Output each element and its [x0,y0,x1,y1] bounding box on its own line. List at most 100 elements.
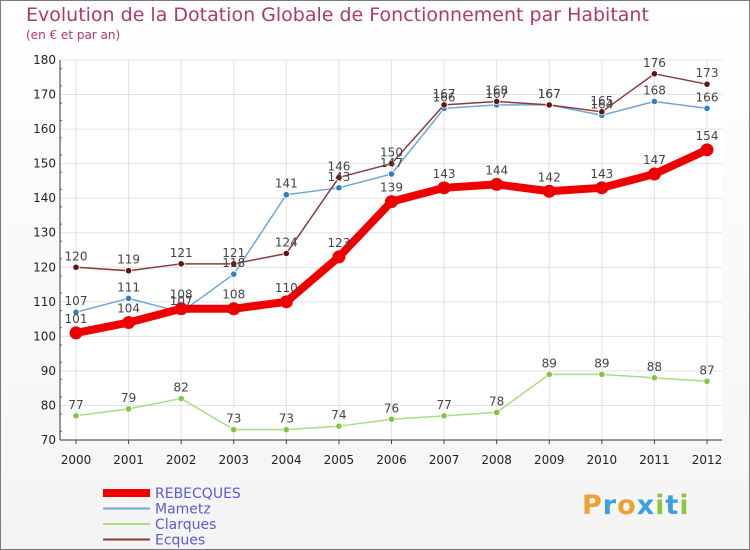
data-label-ecques: 121 [170,246,193,260]
y-tick-label: 70 [41,433,56,447]
data-label-mametz: 111 [117,280,140,294]
y-tick-label: 150 [33,157,56,171]
data-label-ecques: 119 [117,253,140,267]
data-point-mametz [124,294,133,302]
data-label-clarques: 88 [647,360,662,374]
data-label-rebecques: 123 [327,236,350,250]
logo-letter: i [679,490,690,521]
data-label-clarques: 77 [436,398,451,412]
data-label-ecques: 176 [643,56,666,70]
data-label-ecques: 150 [380,146,403,160]
data-point-mametz [335,184,343,192]
data-point-rebecques [595,181,609,195]
data-point-mametz [282,191,290,199]
x-tick-label: 2001 [113,453,144,467]
data-label-clarques: 89 [594,356,609,370]
data-label-mametz: 143 [327,170,350,184]
data-label-ecques: 173 [696,66,719,80]
x-tick-label: 2002 [166,453,197,467]
data-label-ecques: 167 [433,87,456,101]
data-point-rebecques [647,167,661,181]
y-tick-label: 130 [33,226,56,240]
y-tick-label: 80 [41,398,56,412]
data-point-mametz [387,170,396,178]
data-point-clarques [598,370,606,378]
data-point-rebecques [122,316,136,330]
data-point-rebecques [69,326,83,340]
axis-layer: 70 80 90 100 110 120 130 140 150 160 170 180 2000 200… [33,53,722,467]
data-point-rebecques [700,143,714,157]
x-tick-label: 2005 [324,453,355,467]
data-label-ecques: 146 [327,159,350,173]
data-point-rebecques [332,250,346,264]
legend-label-rebecques: REBECQUES [155,486,241,502]
data-label-mametz: 147 [380,156,403,170]
data-label-rebecques: 108 [170,288,193,302]
data-point-ecques [545,101,553,109]
data-point-clarques [703,377,711,385]
x-tick-label: 2010 [587,453,618,467]
data-label-clarques: 78 [489,394,504,408]
data-point-ecques [703,80,711,88]
data-point-ecques [598,108,606,116]
y-tick-label: 140 [33,191,56,205]
data-point-clarques [493,408,501,416]
x-tick-label: 2008 [481,453,512,467]
chart-subtitle: (en € et par an) [26,28,121,42]
data-point-rebecques [385,195,398,209]
data-label-rebecques: 104 [117,302,140,316]
data-label-clarques: 77 [68,398,83,412]
data-point-clarques [230,426,238,434]
data-point-clarques [650,374,659,382]
data-label-mametz: 107 [65,294,88,308]
series-layer [69,70,714,434]
data-point-ecques [335,173,343,182]
data-label-ecques: 121 [222,246,245,260]
data-label-clarques: 89 [542,356,557,370]
data-label-clarques: 82 [174,381,189,395]
data-label-mametz: 118 [222,256,245,270]
data-label-mametz: 166 [696,90,719,104]
data-label-clarques: 76 [384,401,399,415]
data-point-ecques [493,97,501,106]
data-label-rebecques: 154 [696,129,719,143]
data-label-ecques: 168 [485,83,508,97]
data-point-ecques [230,260,238,268]
data-point-clarques [177,394,185,403]
data-label-mametz: 167 [485,87,508,101]
data-point-mametz [650,97,659,106]
y-tick-label: 160 [33,122,56,136]
data-point-rebecques [542,184,556,198]
data-label-mametz: 141 [275,177,298,191]
data-label-ecques: 165 [590,94,613,108]
logo-letter: o [617,490,637,521]
data-label-mametz: 164 [590,97,613,111]
x-tick-label: 2004 [271,453,302,467]
y-tick-label: 90 [41,364,56,378]
x-tick-label: 2009 [534,453,565,467]
data-point-ecques [387,160,396,168]
data-label-rebecques: 147 [643,153,666,167]
data-label-clarques: 79 [121,391,136,405]
x-tick-label: 2000 [61,453,92,467]
data-label-mametz: 166 [433,90,456,104]
data-point-rebecques [227,302,241,316]
data-point-clarques [282,426,290,434]
x-tick-label: 2011 [639,453,670,467]
logo-letter: P [582,490,603,521]
y-tick-label: 100 [33,329,56,343]
proxiti-logo: Proxiti [582,490,690,521]
data-point-ecques [282,249,290,258]
data-point-clarques [387,415,396,423]
x-tick-label: 2006 [376,453,407,467]
data-point-clarques [72,412,80,420]
data-label-clarques: 87 [699,363,714,377]
data-label-mametz: 107 [170,294,193,308]
x-tick-label: 2012 [692,453,723,467]
data-point-rebecques [279,295,293,309]
x-tick-label: 2003 [218,453,249,467]
grid-layer [60,59,722,441]
